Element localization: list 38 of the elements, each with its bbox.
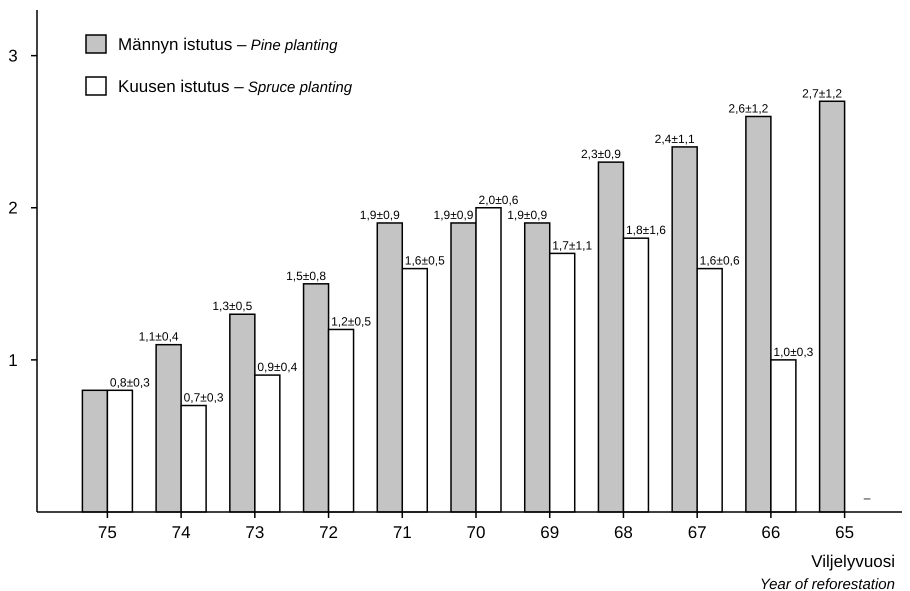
data-label: 1,9±0,9: [434, 208, 474, 222]
data-label: 1,9±0,9: [507, 208, 548, 222]
data-label: 1,2±0,5: [331, 314, 372, 328]
data-label: 1,9±0,9: [360, 208, 400, 222]
y-tick-label: 2: [8, 198, 18, 218]
data-label: 2,3±0,9: [580, 147, 622, 162]
data-label: 1,3±0,5: [212, 299, 253, 314]
data-label: 1,1±0,4: [138, 330, 179, 344]
legend-label: Kuusen istutus – Spruce planting: [118, 77, 353, 96]
x-tick-label: 75: [98, 523, 117, 542]
x-tick-label: 74: [172, 523, 191, 542]
data-label: 0,9±0,4: [257, 360, 298, 374]
data-label: 1,8±1,6: [626, 223, 666, 238]
x-tick-label: 71: [392, 523, 412, 542]
x-axis-title: Viljelyvuosi Year of reforestation: [760, 552, 895, 591]
x-tick-label: 68: [614, 523, 633, 542]
x-tick-label: 67: [688, 523, 707, 542]
data-label: 2,4±1,1: [654, 132, 695, 146]
data-label: 1,7±1,1: [552, 238, 593, 252]
legend-label: Männyn istutus – Pine planting: [118, 35, 338, 54]
x-tick-label: 66: [761, 523, 780, 542]
data-label: 1,6±0,5: [404, 254, 446, 268]
data-label: 1,0±0,3: [773, 344, 814, 359]
x-tick-label: 70: [466, 523, 486, 542]
data-label: 1,6±0,6: [700, 254, 740, 268]
data-label: 1,5±0,8: [286, 268, 326, 283]
x-tick-label: 73: [245, 523, 264, 542]
y-tick-label: 1: [8, 350, 18, 370]
data-label: 2,0±0,6: [478, 192, 519, 207]
data-label: 0,7±0,3: [184, 390, 224, 405]
data-label: 2,7±1,2: [802, 86, 842, 100]
x-tick-label: 65: [835, 523, 854, 542]
x-tick-label: 72: [319, 523, 338, 542]
data-label: 0,8±0,3: [110, 375, 150, 390]
x-tick-label: 69: [540, 523, 560, 542]
y-tick-label: 3: [8, 46, 18, 66]
data-label: 2,6±1,2: [728, 101, 769, 116]
text: –: [864, 491, 870, 505]
